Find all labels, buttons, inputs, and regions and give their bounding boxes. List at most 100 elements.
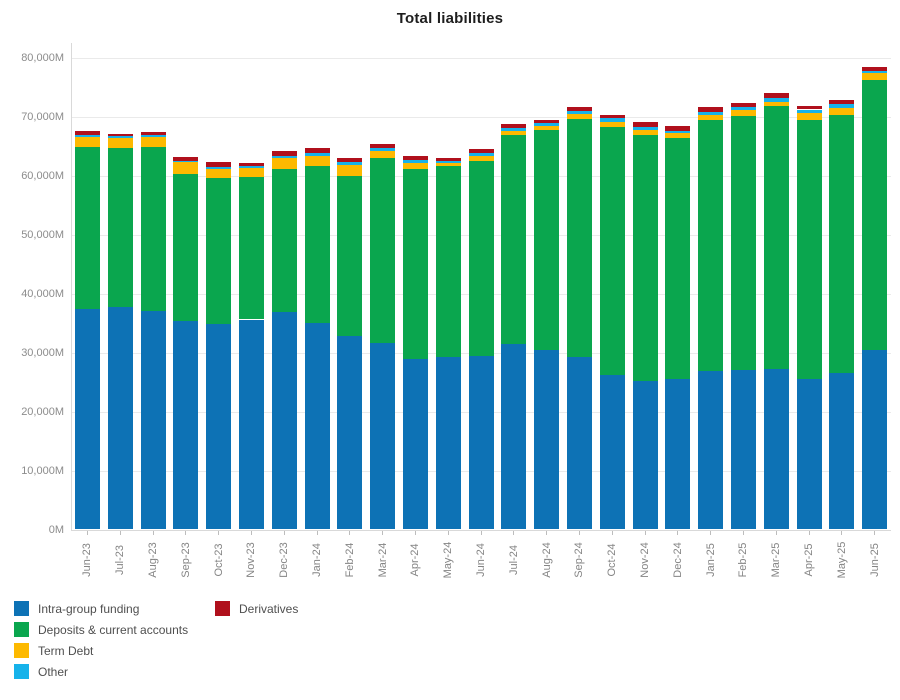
bar-segment-intra-group-funding[interactable] [632,380,658,530]
bar-segment-deposits-current-accounts[interactable] [501,135,527,344]
bar-segment-other[interactable] [468,153,494,157]
bar-segment-other[interactable] [304,153,330,157]
bar-segment-deposits-current-accounts[interactable] [206,177,232,325]
bar-segment-other[interactable] [566,111,592,114]
bar-segment-term-debt[interactable] [796,112,822,121]
bar-segment-other[interactable] [632,126,658,130]
legend-item-deposits-current-accounts[interactable]: Deposits & current accounts [14,619,188,640]
bar-segment-intra-group-funding[interactable] [829,372,855,530]
bar-segment-other[interactable] [534,123,560,126]
bar-segment-deposits-current-accounts[interactable] [74,147,100,309]
bar-segment-deposits-current-accounts[interactable] [337,176,363,337]
bar-segment-derivatives[interactable] [698,106,724,112]
bar-segment-intra-group-funding[interactable] [173,321,199,530]
bar-segment-intra-group-funding[interactable] [271,311,297,530]
bar-segment-other[interactable] [206,166,232,170]
bar-segment-derivatives[interactable] [271,151,297,157]
bar-segment-derivatives[interactable] [238,162,264,166]
bar-segment-term-debt[interactable] [107,137,133,148]
bar-segment-term-debt[interactable] [74,136,100,148]
bar-segment-other[interactable] [763,98,789,102]
bar-segment-derivatives[interactable] [402,155,428,160]
bar-segment-derivatives[interactable] [140,131,166,136]
bar-segment-term-debt[interactable] [173,162,199,174]
bar-segment-intra-group-funding[interactable] [698,370,724,530]
bar-segment-other[interactable] [796,109,822,113]
bar-segment-intra-group-funding[interactable] [370,343,396,530]
bar-segment-other[interactable] [140,135,166,137]
bar-segment-derivatives[interactable] [763,93,789,99]
bar-segment-derivatives[interactable] [501,123,527,129]
bar-segment-term-debt[interactable] [763,101,789,107]
bar-segment-intra-group-funding[interactable] [862,349,888,530]
bar-segment-intra-group-funding[interactable] [665,379,691,530]
bar-segment-deposits-current-accounts[interactable] [271,168,297,312]
bar-segment-intra-group-funding[interactable] [501,343,527,530]
bar-segment-derivatives[interactable] [665,125,691,132]
bar-segment-derivatives[interactable] [435,157,461,161]
bar-segment-derivatives[interactable] [796,106,822,110]
bar-segment-term-debt[interactable] [566,113,592,119]
bar-segment-term-debt[interactable] [271,158,297,169]
bar-segment-other[interactable] [370,147,396,151]
legend-item-derivatives[interactable]: Derivatives [215,598,298,619]
bar-segment-derivatives[interactable] [468,149,494,154]
bar-segment-other[interactable] [665,131,691,134]
bar-segment-term-debt[interactable] [862,73,888,81]
legend-item-intra-group-funding[interactable]: Intra-group funding [14,598,188,619]
bar-segment-deposits-current-accounts[interactable] [435,166,461,357]
bar-segment-term-debt[interactable] [730,110,756,116]
bar-segment-intra-group-funding[interactable] [534,349,560,530]
bar-segment-term-debt[interactable] [599,122,625,127]
bar-segment-deposits-current-accounts[interactable] [238,176,264,320]
bar-segment-other[interactable] [271,156,297,159]
bar-segment-intra-group-funding[interactable] [566,356,592,530]
bar-segment-intra-group-funding[interactable] [107,306,133,530]
bar-segment-derivatives[interactable] [370,143,396,148]
bar-segment-deposits-current-accounts[interactable] [862,80,888,350]
bar-segment-term-debt[interactable] [402,162,428,170]
bar-segment-deposits-current-accounts[interactable] [796,120,822,379]
bar-segment-term-debt[interactable] [534,126,560,130]
bar-segment-derivatives[interactable] [534,119,560,124]
bar-segment-deposits-current-accounts[interactable] [730,115,756,370]
legend-item-term-debt[interactable]: Term Debt [14,640,188,661]
bar-segment-deposits-current-accounts[interactable] [304,166,330,323]
bar-segment-intra-group-funding[interactable] [435,356,461,530]
bar-segment-intra-group-funding[interactable] [74,308,100,530]
bar-segment-deposits-current-accounts[interactable] [534,129,560,350]
bar-segment-derivatives[interactable] [74,131,100,135]
bar-segment-deposits-current-accounts[interactable] [140,146,166,311]
bar-segment-term-debt[interactable] [698,114,724,121]
bar-segment-term-debt[interactable] [468,156,494,161]
bar-segment-intra-group-funding[interactable] [238,319,264,530]
bar-segment-deposits-current-accounts[interactable] [763,106,789,370]
bar-segment-term-debt[interactable] [238,167,264,177]
bar-segment-other[interactable] [238,165,264,168]
bar-segment-other[interactable] [402,159,428,163]
bar-segment-intra-group-funding[interactable] [402,359,428,530]
bar-segment-other[interactable] [730,106,756,111]
bar-segment-deposits-current-accounts[interactable] [468,160,494,356]
bar-segment-deposits-current-accounts[interactable] [566,118,592,357]
bar-segment-intra-group-funding[interactable] [730,369,756,530]
bar-segment-deposits-current-accounts[interactable] [173,173,199,322]
bar-segment-derivatives[interactable] [107,133,133,136]
bar-segment-deposits-current-accounts[interactable] [632,135,658,381]
bar-segment-term-debt[interactable] [206,169,232,178]
bar-segment-intra-group-funding[interactable] [796,378,822,530]
bar-segment-intra-group-funding[interactable] [140,310,166,530]
bar-segment-deposits-current-accounts[interactable] [370,157,396,344]
bar-segment-deposits-current-accounts[interactable] [599,126,625,375]
bar-segment-derivatives[interactable] [599,115,625,119]
bar-segment-deposits-current-accounts[interactable] [107,147,133,307]
bar-segment-other[interactable] [501,128,527,132]
legend-item-other[interactable]: Other [14,661,188,682]
bar-segment-term-debt[interactable] [140,136,166,147]
bar-segment-derivatives[interactable] [173,156,199,161]
bar-segment-derivatives[interactable] [206,161,232,167]
bar-segment-deposits-current-accounts[interactable] [829,114,855,373]
bar-segment-term-debt[interactable] [665,133,691,139]
bar-segment-deposits-current-accounts[interactable] [665,138,691,380]
bar-segment-intra-group-funding[interactable] [206,324,232,530]
